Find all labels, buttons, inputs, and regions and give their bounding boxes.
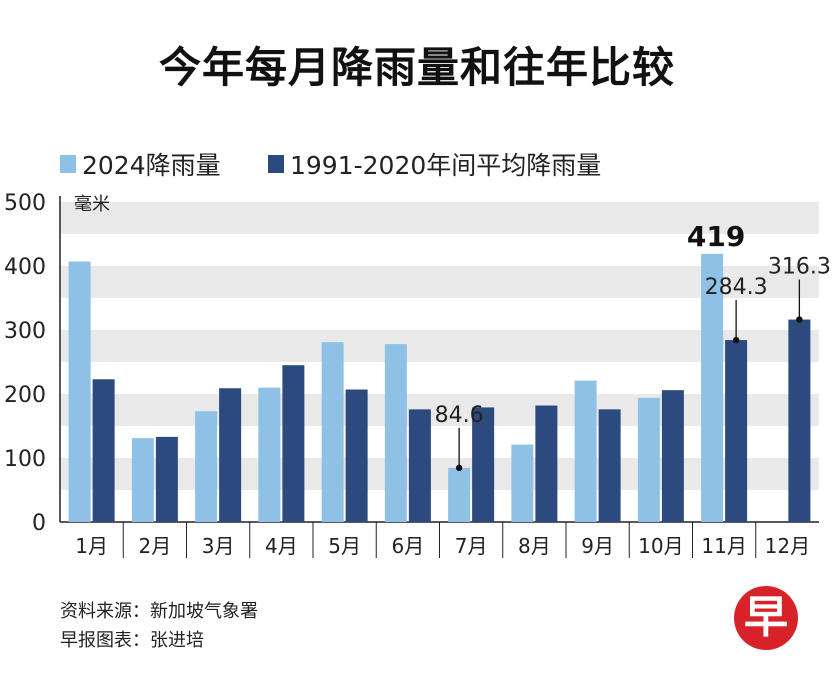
bar-average <box>535 405 558 522</box>
data-point-marker <box>732 336 740 344</box>
credit-note: 早报图表：张进培 <box>60 630 204 651</box>
bar-2024 <box>637 397 660 522</box>
x-tick-label: 3月 <box>202 534 235 558</box>
x-tick-label: 7月 <box>455 534 488 558</box>
x-tick-label: 5月 <box>328 534 361 558</box>
x-tick-label: 12月 <box>765 534 810 558</box>
y-tick-label: 100 <box>4 447 46 472</box>
x-tick-label: 6月 <box>392 534 425 558</box>
bar-average <box>725 340 748 522</box>
x-tick-label: 9月 <box>581 534 614 558</box>
legend-item-2024: 2024降雨量 <box>60 146 221 182</box>
bar-2024 <box>68 261 91 522</box>
bar-average <box>92 379 115 522</box>
data-label: 419 <box>687 220 745 253</box>
bar-average <box>408 409 431 522</box>
data-label: 284.3 <box>705 275 768 300</box>
bar-average <box>472 407 495 522</box>
y-axis-unit: 毫米 <box>74 194 110 215</box>
bar-average <box>219 388 242 522</box>
bar-average <box>788 319 811 522</box>
bar-2024 <box>448 467 471 522</box>
source-note: 资料来源：新加坡气象署 <box>60 601 258 622</box>
y-tick-label: 300 <box>4 319 46 344</box>
legend-item-average: 1991-2020年间平均降雨量 <box>268 146 601 182</box>
legend-label-2024: 2024降雨量 <box>82 151 221 180</box>
bar-2024 <box>195 411 218 522</box>
bar-2024 <box>258 387 281 522</box>
logo-glyph: 早 <box>744 592 788 643</box>
bar-average <box>345 389 368 522</box>
bar-average <box>661 390 684 522</box>
y-tick-label: 400 <box>4 255 46 280</box>
bar-2024 <box>321 342 344 522</box>
y-tick-label: 500 <box>4 191 46 216</box>
grid-band <box>60 202 819 234</box>
grid-band <box>60 394 819 426</box>
chart-title: 今年每月降雨量和往年比较 <box>158 43 675 92</box>
grid-band <box>60 458 819 490</box>
x-tick-label: 11月 <box>701 534 746 558</box>
bar-2024 <box>384 344 407 522</box>
x-tick-label: 8月 <box>518 534 551 558</box>
y-tick-label: 0 <box>32 511 46 536</box>
grid-band <box>60 330 819 362</box>
zaobao-logo: 早 <box>734 586 798 650</box>
legend-swatch-2024 <box>60 155 76 173</box>
y-tick-label: 200 <box>4 383 46 408</box>
x-tick-label: 4月 <box>265 534 298 558</box>
bar-2024 <box>574 380 597 522</box>
legend-swatch-average <box>268 155 284 173</box>
bar-2024 <box>701 253 724 522</box>
data-point-marker <box>796 316 803 323</box>
grid-band <box>60 266 819 298</box>
x-tick-label: 2月 <box>139 534 172 558</box>
data-point-marker <box>455 464 463 472</box>
data-label: 84.6 <box>435 403 484 428</box>
x-tick-label: 10月 <box>638 534 683 558</box>
x-tick-label: 1月 <box>75 534 108 558</box>
data-label: 316.3 <box>768 255 831 280</box>
bar-average <box>598 409 621 522</box>
bar-average <box>155 436 178 522</box>
bar-2024 <box>131 438 154 522</box>
legend-label-average: 1991-2020年间平均降雨量 <box>290 151 602 180</box>
bar-2024 <box>511 444 534 522</box>
bar-average <box>282 365 305 522</box>
